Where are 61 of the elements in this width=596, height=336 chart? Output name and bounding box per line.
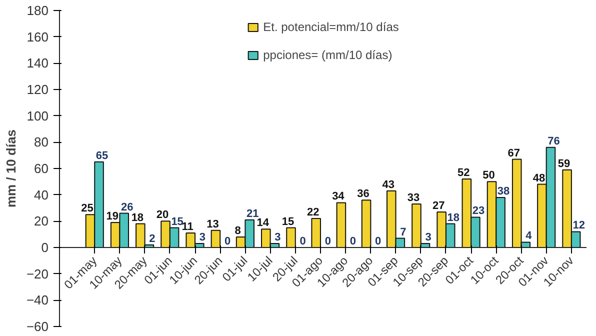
data-label: 2	[149, 232, 156, 245]
data-label: 48	[532, 172, 546, 184]
bar	[311, 218, 321, 248]
data-label: 65	[96, 150, 108, 162]
data-label: 25	[81, 202, 94, 215]
data-label: 7	[400, 226, 406, 238]
y-tick-label: 40	[34, 187, 49, 202]
data-label: 52	[458, 167, 470, 180]
data-label: 0	[300, 236, 306, 248]
y-tick-label: 80	[34, 134, 49, 150]
data-label: 18	[447, 212, 460, 224]
y-tick-label: 160	[26, 29, 49, 44]
data-label: 0	[324, 236, 331, 248]
data-label: 20	[156, 209, 169, 222]
data-label: 3	[274, 232, 281, 244]
data-label: 43	[382, 178, 395, 191]
data-label: 18	[131, 212, 144, 224]
data-label: 13	[206, 218, 219, 230]
y-tick-label: 20	[34, 214, 49, 229]
data-label: 22	[306, 206, 320, 219]
data-label: 4	[526, 230, 533, 242]
data-label: 0	[375, 236, 382, 248]
data-label: 26	[121, 201, 134, 214]
data-label: 3	[425, 232, 432, 244]
data-label: 67	[508, 147, 520, 160]
y-tick-label: −60	[26, 319, 49, 334]
data-label: 11	[182, 221, 194, 234]
y-tick-label: 140	[26, 56, 49, 71]
bar	[286, 227, 296, 248]
data-label: 14	[256, 217, 270, 230]
data-label: 34	[332, 190, 346, 203]
y-tick-label: 0	[41, 240, 49, 255]
data-label: 36	[357, 188, 370, 200]
bar	[361, 200, 372, 248]
data-label: 59	[558, 158, 570, 170]
y-tick-label: −20	[26, 266, 49, 282]
data-label: 3	[199, 232, 206, 244]
data-label: 33	[407, 192, 420, 204]
data-label: 15	[171, 216, 184, 228]
y-tick-label: 120	[26, 82, 49, 97]
legend-label: ppciones= (mm/10 días)	[263, 48, 392, 62]
data-label: 23	[472, 205, 485, 218]
data-label: 15	[282, 216, 294, 228]
y-tick-label: 100	[26, 108, 49, 124]
data-label: 0	[224, 236, 231, 248]
data-label: 19	[106, 210, 118, 222]
data-label: 8	[234, 224, 241, 237]
data-label: 27	[432, 200, 445, 212]
bar	[210, 230, 221, 248]
y-tick-label: −40	[26, 292, 49, 308]
data-label: 76	[548, 135, 560, 148]
data-label: 0	[350, 236, 356, 248]
y-tick-label: 180	[26, 3, 49, 18]
data-label: 21	[246, 208, 259, 220]
data-label: 38	[497, 185, 510, 198]
bar	[336, 202, 346, 248]
y-axis-title: mm / 10 días	[3, 129, 18, 208]
y-tick-label: 60	[34, 161, 49, 176]
data-label: 50	[482, 170, 495, 182]
data-label: 12	[572, 220, 585, 232]
legend-label: Et. potencial=mm/10 días	[263, 20, 399, 34]
